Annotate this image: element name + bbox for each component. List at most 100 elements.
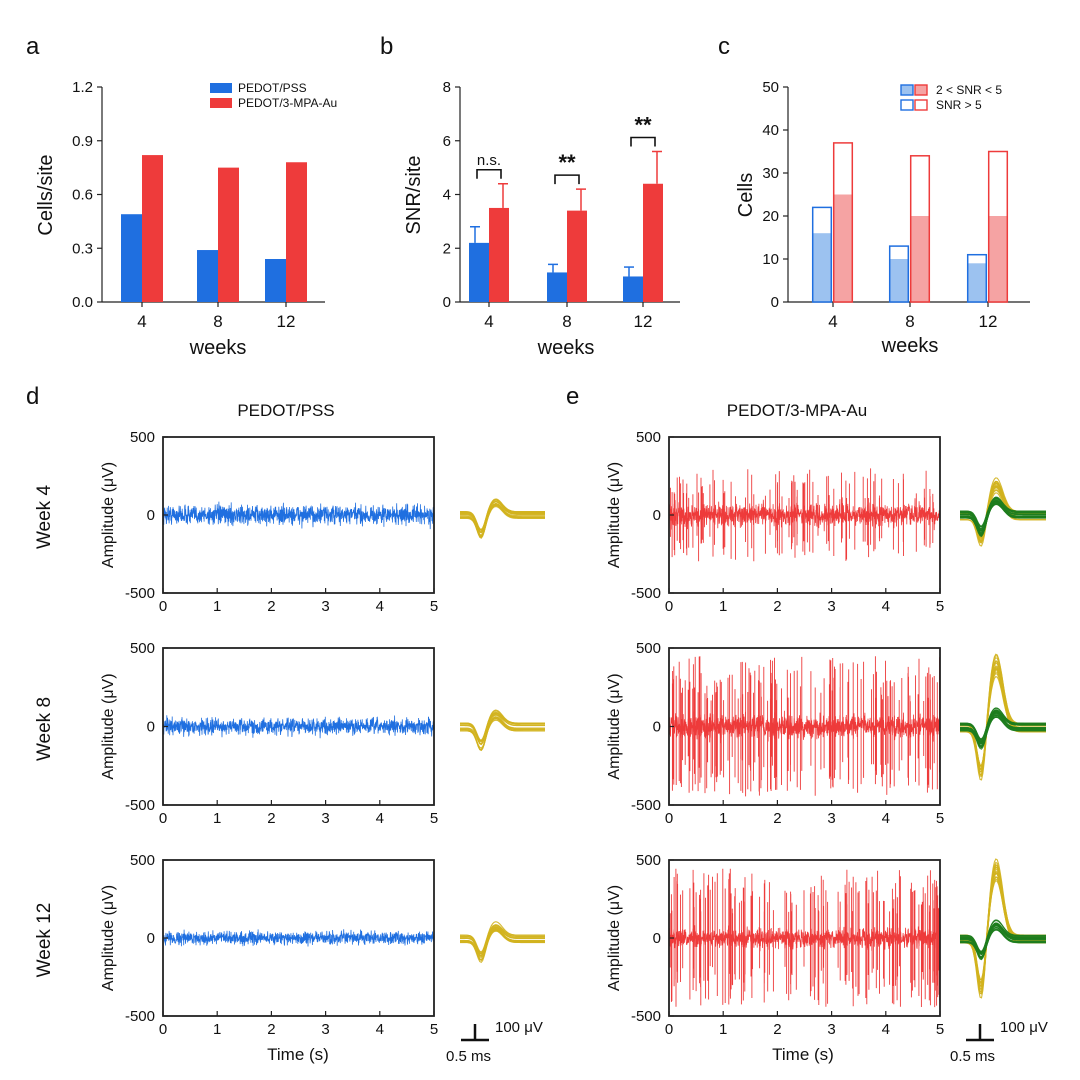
panel-c-bar-total	[987, 150, 1009, 303]
panel-c-bar-total	[888, 245, 910, 303]
panel-e-y-tick-label: 0	[653, 719, 661, 736]
waveform-d-row-0	[460, 498, 545, 539]
panel-a-bar	[286, 162, 307, 302]
panel-d-x-tick-label: 1	[213, 810, 221, 827]
spike-waveform-yellow	[460, 929, 545, 961]
panel-e-y-tick-label: 500	[636, 429, 661, 446]
panel-b-bar	[643, 183, 663, 302]
panel-d-y-tick-label: -500	[125, 585, 155, 602]
panel-label-c: c	[718, 33, 730, 60]
waveform-e-row-2	[960, 858, 1046, 999]
panel-c-legend-open-mpa	[914, 99, 928, 111]
panel-e-spikes	[671, 656, 940, 797]
panel-b-bar	[469, 242, 489, 302]
panel-e-trace	[669, 925, 940, 952]
panel-e-y-tick-label: 0	[653, 507, 661, 524]
spike-waveform-green	[960, 716, 1046, 745]
panel-a-y-tick-label: 0.3	[72, 240, 93, 257]
scale-bar-e-time: 0.5 ms	[950, 1048, 995, 1065]
spike-waveform-yellow	[460, 924, 545, 953]
panel-c-bar-low-snr	[812, 233, 832, 302]
panel-a-legend-label-mpa: PEDOT/3-MPA-Au	[238, 96, 337, 110]
panel-d-y-tick-label: -500	[125, 797, 155, 814]
panel-label-a: a	[26, 33, 40, 60]
panel-e-x-tick-label: 0	[665, 810, 673, 827]
panel-e-y-tick-label: 0	[653, 930, 661, 947]
panel-b-significance-bracket	[476, 168, 502, 179]
panel-e-spikes	[669, 868, 940, 1008]
panel-a-y-label: Cells/site	[35, 154, 57, 235]
panel-e-x-tick-label: 3	[827, 810, 835, 827]
panel-e-x-tick-label: 1	[719, 1021, 727, 1038]
panel-a-bar	[142, 155, 163, 302]
scale-bar-e-amplitude: 100 μV	[1000, 1019, 1048, 1036]
panel-a-x-tick-label: 4	[137, 312, 146, 331]
panel-c-y-tick-label: 50	[762, 79, 779, 96]
panel-e-spikes	[669, 468, 934, 562]
spike-waveform-yellow	[460, 926, 545, 957]
scale-bar-e: 100 μV 0.5 ms	[950, 1019, 1048, 1065]
panel-c-x-label: weeks	[881, 335, 939, 357]
panel-b-y-tick-label: 8	[443, 79, 451, 96]
panel-c-bar-total	[832, 142, 854, 303]
panel-c-x-tick-label: 8	[905, 312, 914, 331]
panel-e-y-label: Amplitude (μV)	[606, 673, 623, 779]
panel-c-legend-fill-mpa	[914, 84, 928, 96]
panel-e-y-tick-label: 500	[636, 640, 661, 657]
panel-a-x-tick-label: 12	[277, 312, 296, 331]
panel-d-x-tick-label: 2	[267, 810, 275, 827]
panel-d-y-tick-label: 0	[147, 930, 155, 947]
waveform-e-row-0	[960, 477, 1046, 547]
panel-d-y-label: Amplitude (μV)	[100, 673, 117, 779]
panel-b-significance-label: n.s.	[477, 152, 501, 169]
waveform-e-row-1	[960, 653, 1046, 781]
panel-d-x-tick-label: 0	[159, 598, 167, 615]
panel-c-bar-low-snr	[889, 259, 909, 302]
panel-b-x-tick-label: 8	[562, 312, 571, 331]
panel-a-x-tick-label: 8	[213, 312, 222, 331]
panel-b-x-label: weeks	[537, 337, 595, 359]
panel-c-legend-label-high: SNR > 5	[936, 98, 982, 112]
panel-c-y-tick-label: 10	[762, 251, 779, 268]
panel-d-x-tick-label: 2	[267, 598, 275, 615]
panel-c-bar-total	[811, 206, 833, 303]
spike-waveform-green	[960, 498, 1046, 534]
panel-c-x-tick-label: 4	[828, 312, 837, 331]
panel-c-bar-low-snr	[910, 216, 930, 302]
panel-e-x-tick-label: 4	[882, 810, 890, 827]
panel-c-chart: 0 10 20 30 40 50 4 8 12 weeks Cells 2 < SNR < 5…	[735, 79, 1030, 357]
panel-c-legend-fill-pss	[900, 84, 914, 96]
spike-waveform-yellow	[960, 653, 1046, 773]
panel-a-y-tick-label: 0.0	[72, 294, 93, 311]
panel-a-x-label: weeks	[189, 337, 247, 359]
panel-c-legend-label-low: 2 < SNR < 5	[936, 83, 1002, 97]
panel-b-y-label: SNR/site	[403, 156, 425, 235]
panel-c-bar-low-snr	[833, 194, 853, 302]
panel-d-y-tick-label: 500	[130, 640, 155, 657]
panel-d-y-label: Amplitude (μV)	[100, 462, 117, 568]
panel-a-y-tick-label: 0.6	[72, 187, 93, 204]
panel-e-y-tick-label: -500	[631, 585, 661, 602]
panel-b-y-tick-label: 4	[443, 187, 451, 204]
panel-b-bar	[567, 210, 587, 302]
panel-e-y-label: Amplitude (μV)	[606, 462, 623, 568]
panel-e-y-tick-label: -500	[631, 1008, 661, 1025]
panel-c-bar-total	[909, 155, 931, 303]
panel-a-y-tick-label: 1.2	[72, 79, 93, 96]
panel-d-x-tick-label: 2	[267, 1021, 275, 1038]
panel-d-x-label: Time (s)	[267, 1045, 329, 1064]
panel-a-bar	[265, 259, 286, 302]
panel-e-trace	[669, 710, 940, 744]
spike-waveform-yellow	[460, 716, 545, 751]
panel-b-bar	[547, 272, 567, 302]
panel-d-y-tick-label: -500	[125, 1008, 155, 1025]
panel-d-x-tick-label: 0	[159, 810, 167, 827]
spike-waveforms	[460, 477, 1046, 999]
spike-waveform-green	[960, 501, 1046, 537]
panel-d-y-tick-label: 0	[147, 507, 155, 524]
panel-d-x-tick-label: 5	[430, 598, 438, 615]
